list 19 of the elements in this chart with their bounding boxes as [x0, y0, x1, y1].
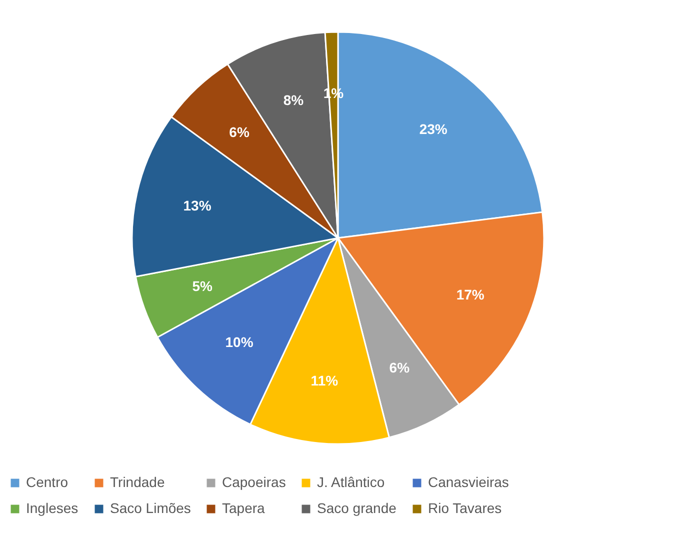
data-label: 13% — [183, 198, 212, 214]
legend-label: Ingleses — [26, 500, 78, 516]
legend-label: J. Atlântico — [317, 474, 385, 490]
data-label: 23% — [419, 120, 448, 137]
data-label: 6% — [389, 359, 410, 376]
legend-label: Capoeiras — [222, 474, 286, 490]
legend-label: Centro — [26, 474, 68, 490]
legend-label: Saco Limões — [110, 500, 191, 516]
data-label: 5% — [192, 278, 213, 294]
legend-label: Rio Tavares — [428, 500, 502, 516]
legend-label: Trindade — [110, 474, 165, 490]
data-label: 17% — [456, 286, 485, 302]
legend-label: Saco grande — [317, 500, 397, 516]
data-label: 10% — [225, 334, 254, 350]
data-label: 6% — [229, 124, 250, 140]
data-label: 8% — [283, 92, 304, 108]
legend-label: Tapera — [222, 500, 266, 516]
data-label: 11% — [310, 372, 339, 389]
legend-label: Canasvieiras — [428, 474, 509, 490]
